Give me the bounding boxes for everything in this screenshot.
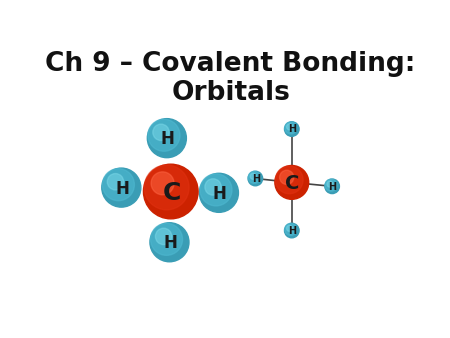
Circle shape (287, 124, 292, 130)
Circle shape (275, 166, 309, 199)
Circle shape (147, 119, 186, 158)
Circle shape (248, 171, 263, 186)
Circle shape (325, 179, 339, 194)
Circle shape (327, 181, 333, 187)
Text: H: H (115, 179, 129, 198)
Circle shape (102, 168, 141, 207)
Text: Orbitals: Orbitals (171, 80, 290, 105)
Text: H: H (288, 124, 296, 135)
Text: C: C (163, 181, 181, 205)
Circle shape (107, 173, 124, 190)
Circle shape (151, 223, 183, 255)
Text: H: H (163, 234, 177, 252)
Circle shape (275, 166, 303, 194)
Circle shape (199, 173, 238, 212)
Text: Ch 9 – Covalent Bonding:: Ch 9 – Covalent Bonding: (45, 51, 416, 77)
Text: H: H (252, 174, 260, 184)
Circle shape (103, 169, 135, 201)
Circle shape (279, 170, 294, 185)
Circle shape (144, 165, 189, 210)
Circle shape (148, 119, 180, 151)
Circle shape (144, 164, 198, 219)
Circle shape (151, 172, 174, 195)
Circle shape (287, 225, 292, 232)
Text: H: H (161, 130, 175, 148)
Text: C: C (285, 174, 300, 193)
Circle shape (285, 223, 297, 236)
Circle shape (284, 223, 299, 238)
Circle shape (325, 179, 337, 191)
Circle shape (284, 122, 299, 136)
Circle shape (155, 228, 172, 245)
Circle shape (200, 174, 232, 206)
Text: H: H (288, 226, 296, 236)
Text: H: H (213, 185, 227, 203)
Circle shape (250, 173, 256, 179)
Circle shape (285, 122, 297, 134)
Text: H: H (328, 182, 337, 192)
Circle shape (150, 223, 189, 262)
Circle shape (205, 179, 221, 195)
Circle shape (153, 124, 169, 141)
Circle shape (248, 171, 260, 184)
